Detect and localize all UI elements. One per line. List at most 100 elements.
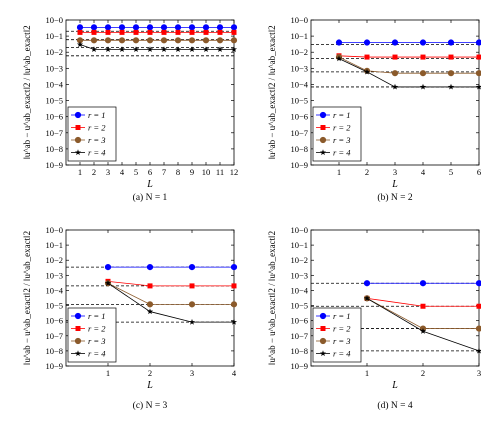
data-point-r4 bbox=[160, 46, 168, 52]
data-point-r4 bbox=[475, 83, 481, 90]
data-point-r1 bbox=[216, 24, 224, 31]
y-tick-label: 10−5 bbox=[45, 301, 63, 311]
x-tick-label: 4 bbox=[232, 368, 237, 378]
x-tick-label: 5 bbox=[449, 167, 453, 177]
legend-label-r4: r = 4 bbox=[88, 148, 106, 158]
data-point-r3 bbox=[146, 37, 154, 44]
x-tick-label: 1 bbox=[337, 167, 341, 177]
data-point-r4 bbox=[216, 46, 224, 52]
y-tick-label: 10−4 bbox=[45, 285, 63, 295]
x-tick-label: 6 bbox=[477, 167, 481, 177]
data-point-r1 bbox=[230, 24, 238, 31]
data-point-r4 bbox=[90, 46, 98, 52]
data-point-r1 bbox=[475, 39, 481, 46]
y-tick-label: 10−7 bbox=[45, 128, 63, 138]
legend-label-r1: r = 1 bbox=[88, 311, 106, 321]
legend-label-r3: r = 3 bbox=[333, 135, 351, 145]
data-point-r3 bbox=[391, 70, 399, 77]
data-point-r3 bbox=[90, 37, 98, 44]
series-line-r4 bbox=[107, 282, 234, 323]
x-tick-label: 4 bbox=[120, 167, 125, 177]
data-point-r1 bbox=[76, 24, 84, 31]
y-tick-label: 10−7 bbox=[290, 331, 308, 341]
y-tick-label: 10−0 bbox=[290, 225, 308, 235]
legend-marker-r2 bbox=[75, 326, 81, 331]
data-point-r4 bbox=[419, 328, 427, 334]
data-point-r4 bbox=[132, 46, 140, 52]
y-axis-label: ‖u^ab − u^ab_exact‖2 / ‖u^ab_exact‖2 bbox=[22, 25, 32, 159]
y-tick-label: 10−6 bbox=[45, 316, 63, 326]
data-point-r2 bbox=[91, 29, 97, 35]
y-tick-label: 10−0 bbox=[290, 15, 308, 25]
legend-label-r4: r = 4 bbox=[333, 148, 351, 158]
data-point-r3 bbox=[146, 301, 154, 308]
legend-marker-r3 bbox=[74, 136, 82, 144]
legend: r = 1 r = 2 r = 3 r = 4 bbox=[312, 106, 362, 162]
y-tick-label: 10−2 bbox=[45, 47, 63, 57]
data-point-r2 bbox=[203, 29, 209, 35]
y-tick-label: 10−2 bbox=[45, 255, 63, 265]
legend-label-r3: r = 3 bbox=[88, 135, 106, 145]
y-tick-label: 10−4 bbox=[290, 79, 308, 89]
data-point-r4 bbox=[146, 46, 154, 52]
data-point-r1 bbox=[104, 24, 112, 31]
legend-marker-r3 bbox=[319, 337, 327, 345]
y-tick-label: 10−8 bbox=[290, 144, 308, 154]
data-point-r4 bbox=[118, 46, 126, 52]
data-point-r3 bbox=[188, 37, 196, 44]
series-line-r2 bbox=[338, 55, 479, 58]
data-point-r2 bbox=[231, 29, 237, 35]
data-point-r2 bbox=[231, 283, 237, 289]
data-point-r4 bbox=[335, 55, 343, 62]
data-point-r1 bbox=[146, 264, 154, 271]
y-tick-label: 10−2 bbox=[290, 47, 308, 57]
legend-marker-r4 bbox=[319, 149, 327, 156]
data-point-r1 bbox=[160, 24, 168, 31]
chart-panel-4: 10−9 10−8 10−7 10−6 10−5 10−4 10−3 10−2 10−1 10−0… bbox=[267, 225, 481, 411]
data-point-r2 bbox=[217, 29, 223, 35]
data-point-r4 bbox=[146, 308, 154, 315]
data-point-r4 bbox=[419, 83, 427, 90]
data-point-r4 bbox=[230, 318, 238, 325]
data-point-r4 bbox=[76, 41, 84, 48]
series-line-r3 bbox=[366, 297, 479, 329]
legend-marker-r2 bbox=[320, 125, 326, 130]
y-tick-label: 10−9 bbox=[45, 361, 63, 371]
panel-caption: (c) N = 3 bbox=[133, 400, 168, 411]
x-tick-label: 10 bbox=[202, 167, 211, 177]
data-point-r2 bbox=[161, 29, 167, 35]
y-axis-label: ‖u^ab − u^ab_exact‖2 / ‖u^ab_exact‖2 bbox=[267, 231, 277, 365]
data-point-r3 bbox=[230, 301, 238, 308]
series-line-r4 bbox=[79, 44, 234, 50]
data-point-r3 bbox=[475, 70, 481, 77]
panel-caption: (d) N = 4 bbox=[377, 400, 412, 411]
data-point-r1 bbox=[188, 24, 196, 31]
legend-marker-r4 bbox=[74, 149, 82, 156]
y-tick-label: 10−7 bbox=[290, 128, 308, 138]
y-tick-label: 10−6 bbox=[290, 316, 308, 326]
x-tick-label: 2 bbox=[148, 368, 152, 378]
y-tick-label: 10−5 bbox=[290, 301, 308, 311]
data-point-r4 bbox=[188, 318, 196, 325]
legend-marker-r1 bbox=[74, 111, 82, 119]
data-point-r3 bbox=[419, 70, 427, 77]
y-tick-label: 10−9 bbox=[290, 361, 308, 371]
legend-label-r4: r = 4 bbox=[333, 349, 351, 359]
data-point-r1 bbox=[90, 24, 98, 31]
y-tick-label: 10−3 bbox=[290, 270, 308, 280]
data-point-r3 bbox=[202, 37, 210, 44]
data-point-r4 bbox=[475, 347, 481, 354]
legend: r = 1 r = 2 r = 3 r = 4 bbox=[312, 307, 362, 363]
data-point-r1 bbox=[118, 24, 126, 31]
data-point-r3 bbox=[216, 37, 224, 44]
x-tick-label: 9 bbox=[190, 167, 194, 177]
legend-marker-r1 bbox=[74, 312, 82, 320]
legend-marker-r1 bbox=[319, 312, 327, 320]
data-point-r3 bbox=[188, 301, 196, 308]
series-line-r3 bbox=[107, 282, 234, 305]
x-tick-label: 5 bbox=[134, 167, 138, 177]
legend-label-r3: r = 3 bbox=[333, 336, 351, 346]
data-point-r1 bbox=[230, 264, 238, 271]
x-axis-label: L bbox=[391, 380, 398, 391]
